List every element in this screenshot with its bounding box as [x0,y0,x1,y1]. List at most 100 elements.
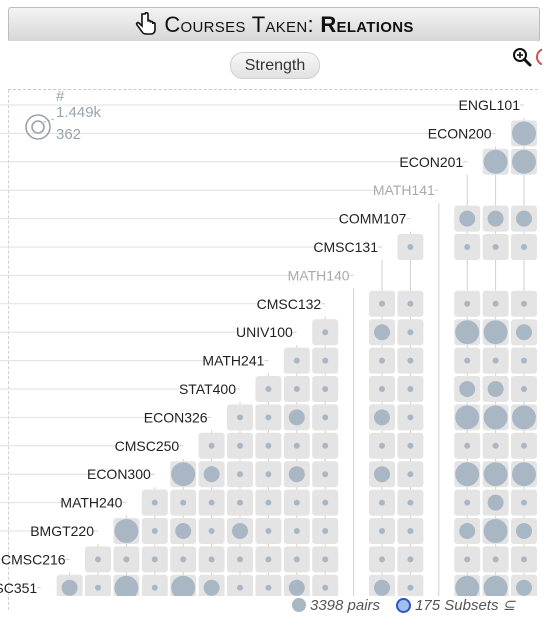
course-label[interactable]: ECON300 [87,466,151,482]
relation-bubble [265,386,272,392]
relation-bubble [180,499,187,506]
relation-bubble [483,405,508,430]
relation-bubble [379,300,385,307]
relation-bubble [293,528,300,534]
zoom-button[interactable] [511,46,533,68]
relation-bubble [237,499,243,506]
relation-bubble [512,405,536,430]
course-label[interactable]: MATH241 [202,353,264,369]
subsets-count[interactable]: 175 Subsets ⊆ [415,597,516,614]
course-label[interactable]: COMM107 [339,211,407,227]
relation-bubble [407,556,414,563]
relation-bubble [322,386,329,392]
relation-bubble [516,324,532,341]
legend-value-large: 1.449k [56,104,102,121]
relation-bubble [487,494,504,511]
relation-bubble [322,471,329,478]
relation-bubble [114,575,139,596]
strength-button[interactable]: Strength [230,52,320,79]
relation-bubble [293,556,300,563]
relation-bubble [288,579,305,596]
course-label[interactable]: ENGL101 [459,97,521,113]
relation-bubble [151,584,158,591]
course-label[interactable]: CMSC132 [257,296,322,312]
relation-bubble [459,210,476,227]
relation-bubble [379,386,385,392]
relation-bubble [407,528,414,534]
relation-bubble [379,528,385,534]
relation-bubble [459,523,476,539]
course-label[interactable]: CMSC250 [115,438,180,454]
course-label[interactable]: STAT400 [179,381,236,397]
relation-bubble [322,584,329,591]
relation-bubble [516,210,532,227]
relation-bubble [151,499,158,506]
magnifier-icon [513,48,532,67]
pairs-count: 3398 pairs [310,596,381,614]
relation-bubble [265,471,272,478]
course-label[interactable]: CMSC131 [313,239,378,255]
course-label[interactable]: CMSC216 [1,551,66,567]
relation-bubble [521,442,527,449]
relation-bubble [171,462,196,487]
relation-bubble [203,579,220,596]
relation-bubble [464,556,471,563]
pairs-dot-icon [292,598,306,612]
relation-bubble [407,386,414,392]
relation-bubble [487,210,504,227]
relation-bubble [237,556,243,563]
course-label[interactable]: BMGT220 [30,523,94,539]
relation-bubble [516,523,532,539]
relation-bubble [379,556,385,563]
relation-bubble [407,357,414,364]
relation-bubble [455,320,480,345]
relation-bubble [464,357,471,364]
relation-bubble [237,584,243,591]
relation-bubble [180,556,187,563]
course-label[interactable]: ECON200 [428,125,492,141]
legend-symbol: # [56,88,65,105]
relation-bubble [492,442,499,449]
relation-bubble [492,300,499,307]
relation-bubble [288,466,305,483]
relation-bubble [171,575,196,596]
relation-bubble [322,556,329,563]
relation-bubble [237,471,243,478]
relation-bubble [379,499,385,506]
course-label[interactable]: ECON201 [399,154,463,170]
relation-bubble [521,499,527,506]
close-icon[interactable] [536,47,542,65]
relation-bubble [483,320,508,345]
relation-bubble [407,584,414,591]
relation-bubble [322,442,329,449]
relation-bubble [512,121,536,146]
relation-bubble [265,414,272,421]
relation-bubble [232,523,248,539]
course-label[interactable]: MATH141 [373,182,435,198]
relation-bubble [521,300,527,307]
relation-bubble [464,244,471,250]
course-label[interactable]: ECON326 [144,409,208,425]
relation-bubble [151,556,158,563]
course-label[interactable]: MATH240 [60,495,122,511]
status-footer: 3398 pairs 175 Subsets ⊆ [292,596,515,614]
relation-bubble [374,324,390,341]
relation-bubble [265,584,272,591]
relation-bubble [95,584,101,591]
relation-bubble [123,556,130,563]
relations-matrix: ENGL101 ECON200 ECON201 MATH141 COMM107 CMSC1… [0,97,537,596]
toolbar: Strength [8,41,542,90]
relation-bubble [265,442,272,449]
relation-bubble [492,357,499,364]
relation-bubble [455,405,480,430]
course-label[interactable]: CMSC351 [0,580,37,596]
course-label[interactable]: UNIV100 [236,324,293,340]
legend-circles [25,114,54,140]
relation-bubble [61,579,78,596]
course-label[interactable]: MATH140 [288,267,350,283]
relation-bubble [483,149,508,174]
relation-bubble [237,414,243,421]
relation-bubble [521,244,527,250]
subsets-dot-icon [396,597,412,613]
relation-bubble [512,462,536,487]
